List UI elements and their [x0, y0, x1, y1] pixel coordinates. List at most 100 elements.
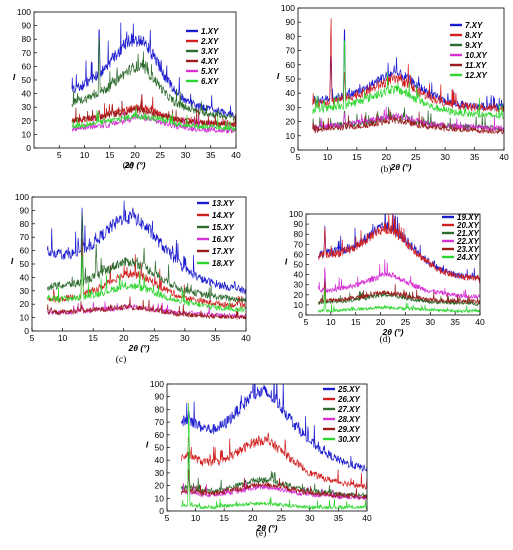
y-tick-label: 10: [294, 300, 304, 310]
x-tick-label: 10: [80, 150, 90, 160]
y-tick-label: 60: [294, 249, 304, 259]
y-tick-label: 20: [22, 116, 32, 126]
series-line-30.XY: [180, 403, 367, 511]
x-tick-label: 40: [231, 150, 241, 160]
x-tick-label: 20: [382, 152, 392, 162]
series-line-21.XY: [318, 277, 480, 307]
y-tick-label: 30: [294, 280, 304, 290]
legend-label: 12.XY: [465, 71, 487, 80]
y-tick-label: 20: [155, 481, 165, 491]
x-axis-label: 2θ (°): [390, 162, 412, 172]
y-tick-label: 70: [155, 417, 165, 427]
y-tick-label: 80: [294, 229, 304, 239]
legend-label: 7.XY: [465, 21, 483, 30]
series-group: [71, 22, 236, 134]
series-group: [312, 18, 504, 135]
series-line-18.XY: [46, 255, 246, 313]
y-axis-label: I: [277, 71, 280, 81]
y-tick-label: 90: [155, 392, 165, 402]
series-line-24.XY: [318, 287, 480, 314]
y-tick-label: 80: [155, 404, 165, 414]
x-tick-label: 25: [156, 150, 166, 160]
y-tick-label: 20: [286, 117, 296, 127]
legend-label: 11.XY: [465, 61, 487, 70]
legend-label: 15.XY: [212, 223, 234, 232]
x-tick-label: 15: [219, 513, 229, 523]
y-tick-label: 30: [20, 286, 30, 296]
y-axis-label: I: [13, 72, 16, 82]
y-tick-label: 10: [286, 131, 296, 141]
y-tick-label: 60: [286, 60, 296, 70]
legend-label: 10.XY: [465, 51, 487, 60]
y-tick-label: 70: [22, 48, 32, 58]
y-tick-label: 0: [24, 326, 29, 336]
x-tick-label: 10: [323, 152, 333, 162]
legend-label: 17.XY: [212, 247, 234, 256]
y-tick-label: 50: [286, 74, 296, 84]
series-line-8.XY: [312, 18, 504, 113]
y-tick-label: 70: [286, 46, 296, 56]
y-tick-label: 50: [22, 75, 32, 85]
y-tick-label: 60: [155, 430, 165, 440]
legend-label: 2.XY: [200, 37, 219, 46]
x-tick-label: 20: [376, 317, 386, 327]
panel-caption: (b): [380, 164, 391, 175]
x-tick-label: 30: [180, 333, 190, 343]
y-tick-label: 100: [15, 192, 29, 202]
panel-caption: (d): [379, 334, 390, 345]
y-tick-label: 80: [22, 34, 32, 44]
y-axis-label: I: [11, 256, 14, 266]
legend-label: 23.XY: [456, 245, 479, 254]
y-tick-label: 0: [26, 143, 31, 153]
legend-label: 3.XY: [201, 47, 219, 56]
y-tick-label: 100: [289, 209, 303, 219]
legend-label: 4.XY: [200, 57, 219, 66]
legend-label: 1.XY: [201, 27, 219, 36]
y-tick-label: 40: [22, 89, 32, 99]
x-tick-label: 30: [440, 152, 450, 162]
y-tick-label: 50: [20, 259, 30, 269]
x-tick-label: 30: [426, 317, 436, 327]
series-line-11.XY: [312, 109, 504, 135]
y-tick-label: 30: [155, 468, 165, 478]
legend-label: 28.XY: [337, 415, 360, 424]
x-tick-label: 30: [181, 150, 191, 160]
series-line-12.XY: [312, 40, 504, 120]
y-tick-label: 100: [150, 379, 164, 389]
y-tick-label: 20: [294, 290, 304, 300]
legend-label: 30.XY: [338, 435, 360, 444]
y-tick-label: 0: [298, 310, 303, 320]
y-tick-label: 40: [286, 88, 296, 98]
x-tick-label: 20: [130, 150, 140, 160]
x-tick-label: 5: [57, 150, 62, 160]
x-tick-label: 15: [352, 152, 362, 162]
x-tick-label: 5: [296, 152, 301, 162]
y-tick-label: 60: [20, 246, 30, 256]
series-line-1.XY: [71, 22, 236, 119]
series-line-3.XY: [71, 37, 236, 122]
y-tick-label: 90: [20, 205, 30, 215]
legend-label: 13.XY: [212, 199, 234, 208]
x-tick-label: 10: [191, 513, 201, 523]
x-tick-label: 20: [248, 513, 258, 523]
legend-label: 9.XY: [465, 41, 483, 50]
y-tick-label: 70: [20, 232, 30, 242]
panel-caption: (e): [256, 528, 267, 539]
x-tick-label: 40: [475, 317, 485, 327]
y-tick-label: 80: [20, 219, 30, 229]
y-tick-label: 40: [294, 270, 304, 280]
x-tick-label: 30: [305, 513, 315, 523]
x-tick-label: 25: [150, 333, 160, 343]
y-tick-label: 50: [155, 443, 165, 453]
x-tick-label: 15: [88, 333, 98, 343]
y-tick-label: 40: [20, 272, 30, 282]
y-axis-label: I: [285, 257, 288, 267]
series-group: [318, 214, 480, 314]
x-tick-label: 25: [401, 317, 411, 327]
x-tick-label: 35: [211, 333, 221, 343]
y-tick-label: 70: [294, 239, 304, 249]
legend-label: 29.XY: [337, 425, 360, 434]
series-line-20.XY: [318, 214, 480, 284]
